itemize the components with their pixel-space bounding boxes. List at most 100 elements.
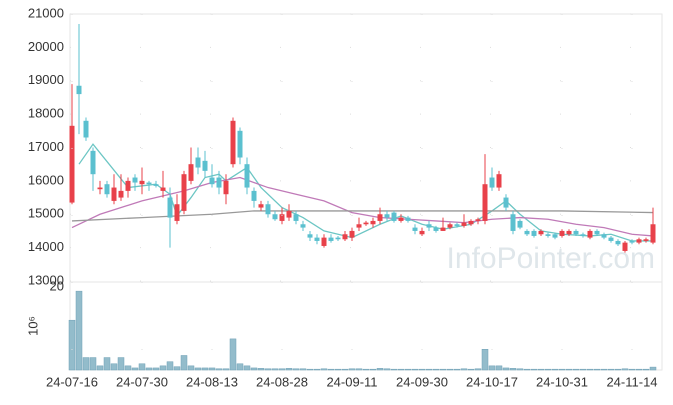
watermark: InfoPointer.com <box>447 242 655 275</box>
moving-average-line <box>78 143 653 242</box>
volume-bar <box>103 357 111 371</box>
volume-bar <box>152 367 160 371</box>
volume-bar <box>250 367 258 371</box>
candle-body <box>139 180 145 185</box>
candle-body <box>293 214 299 221</box>
volume-bar <box>516 368 524 371</box>
candle-body <box>286 210 292 218</box>
volume-bar <box>68 319 76 371</box>
candle-body <box>650 224 656 243</box>
candle-body <box>377 214 383 221</box>
volume-bar <box>159 365 167 371</box>
volume-bar <box>243 365 251 371</box>
x-tick-label: 24-07-30 <box>116 374 168 389</box>
volume-bar <box>628 368 636 371</box>
volume-bar <box>264 368 272 371</box>
volume-bar <box>355 368 363 371</box>
candle-body <box>279 214 285 221</box>
candle-body <box>244 164 250 188</box>
volume-bar <box>145 367 153 371</box>
volume-bar <box>579 368 587 371</box>
candle-body <box>587 230 593 238</box>
y-tick-label: 18000 <box>28 106 64 121</box>
volume-bar <box>383 368 391 371</box>
x-tick-label: 24-07-16 <box>46 374 98 389</box>
volume-bar <box>404 368 412 371</box>
volume-bar <box>292 368 300 371</box>
candle-body <box>314 237 320 241</box>
candle-body <box>153 184 159 186</box>
candle-body <box>531 230 537 236</box>
volume-bar <box>600 368 608 371</box>
candle-body <box>188 164 194 181</box>
candle-body <box>461 222 467 226</box>
volume-bar <box>453 368 461 371</box>
volume-bar <box>593 368 601 371</box>
volume-bar <box>495 365 503 371</box>
volume-bar <box>551 368 559 371</box>
candle-body <box>111 187 117 201</box>
candle-body <box>90 150 96 175</box>
volume-bar <box>439 368 447 371</box>
volume-bar <box>187 365 195 371</box>
volume-bar <box>621 368 629 371</box>
candle-body <box>489 177 495 188</box>
candle-body <box>419 230 425 235</box>
candle-body <box>76 85 82 95</box>
volume-bar <box>460 368 468 371</box>
candle-body <box>146 182 152 185</box>
x-tick-label: 24-10-17 <box>466 374 518 389</box>
volume-bar <box>299 368 307 371</box>
candle-body <box>384 214 390 218</box>
volume-bar <box>138 363 146 371</box>
y-axis-label: 10⁶ <box>25 316 40 336</box>
volume-bar <box>474 368 482 371</box>
volume-bar <box>82 357 90 371</box>
candle-body <box>643 239 649 241</box>
candle-body <box>573 230 579 235</box>
volume-bar <box>348 368 356 371</box>
volume-bar <box>362 368 370 371</box>
candle-body <box>251 190 257 201</box>
candle-body <box>209 177 215 185</box>
y-tick-label: 19000 <box>28 72 64 87</box>
volume-bar <box>208 367 216 371</box>
candle-body <box>517 220 523 228</box>
candle-body <box>454 224 460 226</box>
volume-bar <box>397 368 405 371</box>
candle-body <box>615 240 621 245</box>
x-tick-label: 24-11-14 <box>606 374 657 389</box>
candle-body <box>412 227 418 231</box>
candle-body <box>594 230 600 235</box>
volume-bar <box>418 368 426 371</box>
candle-body <box>426 224 432 228</box>
y-tick-label: 15000 <box>28 206 64 221</box>
volume-bar <box>180 355 188 371</box>
volume-bar <box>614 368 622 371</box>
volume-bar <box>565 368 573 371</box>
y-tick-label: 16000 <box>28 172 64 187</box>
volume-bar <box>194 367 202 371</box>
candle-body <box>125 180 131 191</box>
volume-bar <box>481 349 489 371</box>
volume-bar <box>446 368 454 371</box>
y-tick-label: 17000 <box>28 139 64 154</box>
moving-average-line <box>71 210 654 222</box>
volume-bar <box>117 357 125 371</box>
candle-body <box>118 190 124 198</box>
candle-body <box>475 219 481 221</box>
candle-body <box>83 120 89 138</box>
volume-bar <box>222 368 230 371</box>
volume-bar <box>607 368 615 371</box>
candle-body <box>566 230 572 235</box>
plot-border <box>69 13 663 371</box>
volume-bar <box>110 363 118 371</box>
candle-body <box>349 230 355 238</box>
volume-bar <box>124 365 132 371</box>
candle-body <box>503 197 509 208</box>
y-tick-label: 20 <box>50 278 64 293</box>
candle-body <box>552 234 558 238</box>
volume-bar <box>544 368 552 371</box>
candle-body <box>97 187 103 190</box>
volume-bar <box>89 357 97 371</box>
